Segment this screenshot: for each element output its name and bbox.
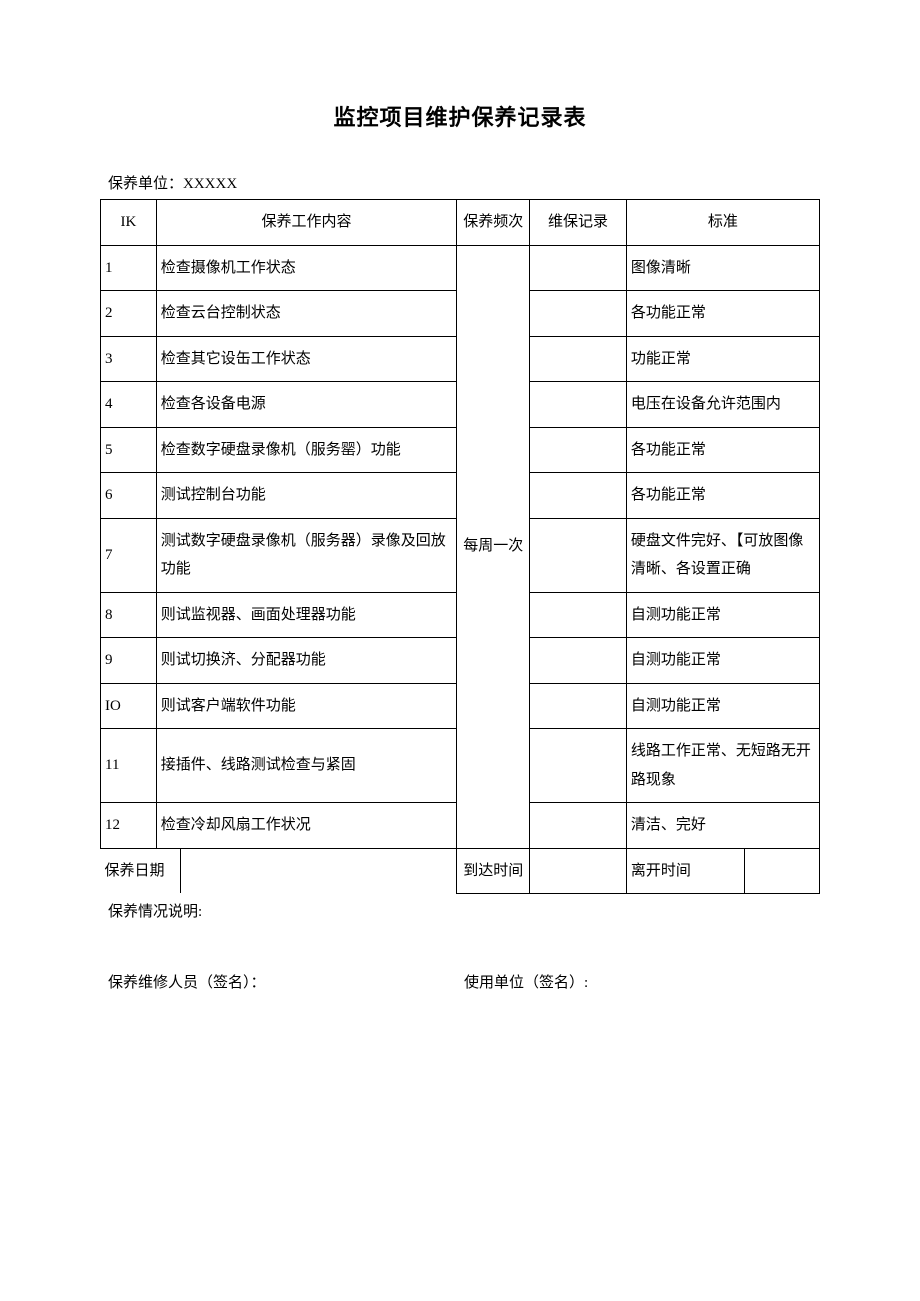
footer-leave-label: 离开时间 bbox=[626, 848, 744, 894]
header-standard: 标准 bbox=[626, 200, 819, 246]
unit-label: 保养单位： bbox=[108, 176, 183, 192]
cell-work: 测试控制台功能 bbox=[156, 473, 456, 519]
cell-standard: 线路工作正常、无短路无开路现象 bbox=[626, 729, 819, 803]
cell-standard: 清洁、完好 bbox=[626, 803, 819, 849]
cell-idx: 3 bbox=[101, 336, 157, 382]
sign-user-unit: 使用单位（签名）: bbox=[464, 971, 820, 992]
cell-idx: 11 bbox=[101, 729, 157, 803]
footer-date-value bbox=[181, 849, 457, 894]
footer-date-label: 保养日期 bbox=[101, 849, 181, 894]
cell-freq-merged: 每周一次 bbox=[457, 245, 530, 848]
cell-record bbox=[530, 638, 627, 684]
cell-work: 测试数字硬盘录像机（服务器）录像及回放功能 bbox=[156, 518, 456, 592]
cell-work: 则试客户端软件功能 bbox=[156, 683, 456, 729]
footer-leave-value bbox=[744, 848, 819, 894]
cell-record bbox=[530, 382, 627, 428]
header-record: 维保记录 bbox=[530, 200, 627, 246]
header-work: 保养工作内容 bbox=[156, 200, 456, 246]
cell-idx: 1 bbox=[101, 245, 157, 291]
cell-standard: 各功能正常 bbox=[626, 473, 819, 519]
cell-idx: 4 bbox=[101, 382, 157, 428]
cell-work: 则试监视器、画面处理器功能 bbox=[156, 592, 456, 638]
maintenance-table: IK 保养工作内容 保养频次 维保记录 标准 1 检查摄像机工作状态 每周一次 … bbox=[100, 199, 820, 894]
cell-work: 则试切换济、分配器功能 bbox=[156, 638, 456, 684]
cell-record bbox=[530, 427, 627, 473]
cell-idx: 5 bbox=[101, 427, 157, 473]
cell-idx: 6 bbox=[101, 473, 157, 519]
footer-arrive-value bbox=[530, 848, 627, 894]
cell-record bbox=[530, 245, 627, 291]
table-row: 1 检查摄像机工作状态 每周一次 图像清晰 bbox=[101, 245, 820, 291]
cell-standard: 自测功能正常 bbox=[626, 683, 819, 729]
cell-work: 接插件、线路测试检查与紧固 bbox=[156, 729, 456, 803]
cell-standard: 自测功能正常 bbox=[626, 638, 819, 684]
header-freq: 保养频次 bbox=[457, 200, 530, 246]
cell-idx: 8 bbox=[101, 592, 157, 638]
cell-idx: 7 bbox=[101, 518, 157, 592]
cell-record bbox=[530, 518, 627, 592]
cell-idx: 2 bbox=[101, 291, 157, 337]
cell-standard: 图像清晰 bbox=[626, 245, 819, 291]
cell-record bbox=[530, 683, 627, 729]
cell-record bbox=[530, 291, 627, 337]
header-row: IK 保养工作内容 保养频次 维保记录 标准 bbox=[101, 200, 820, 246]
cell-record bbox=[530, 592, 627, 638]
unit-value: XXXXX bbox=[183, 176, 237, 192]
cell-standard: 自测功能正常 bbox=[626, 592, 819, 638]
cell-record bbox=[530, 803, 627, 849]
cell-standard: 功能正常 bbox=[626, 336, 819, 382]
cell-standard: 各功能正常 bbox=[626, 427, 819, 473]
cell-work: 检查冷却风扇工作状况 bbox=[156, 803, 456, 849]
cell-idx: IO bbox=[101, 683, 157, 729]
cell-record bbox=[530, 473, 627, 519]
notes-label: 保养情况说明: bbox=[100, 900, 820, 921]
cell-idx: 12 bbox=[101, 803, 157, 849]
sign-maintainer: 保养维修人员（签名）： bbox=[108, 971, 464, 992]
cell-standard: 电压在设备允许范围内 bbox=[626, 382, 819, 428]
cell-work: 检查摄像机工作状态 bbox=[156, 245, 456, 291]
header-idx: IK bbox=[101, 200, 157, 246]
cell-standard: 硬盘文件完好、【可放图像清晰、各设置正确 bbox=[626, 518, 819, 592]
cell-work: 检查数字硬盘录像机（服务罂）功能 bbox=[156, 427, 456, 473]
cell-idx: 9 bbox=[101, 638, 157, 684]
cell-work: 检查各设备电源 bbox=[156, 382, 456, 428]
cell-work: 检查云台控制状态 bbox=[156, 291, 456, 337]
unit-line: 保养单位：XXXXX bbox=[100, 172, 820, 193]
document-title: 监控项目维护保养记录表 bbox=[100, 100, 820, 132]
cell-standard: 各功能正常 bbox=[626, 291, 819, 337]
footer-row: 保养日期 到达时间 离开时间 bbox=[101, 848, 820, 894]
cell-record bbox=[530, 729, 627, 803]
footer-arrive-label: 到达时间 bbox=[457, 848, 530, 894]
cell-work: 检查其它设缶工作状态 bbox=[156, 336, 456, 382]
signature-line: 保养维修人员（签名）： 使用单位（签名）: bbox=[100, 971, 820, 992]
cell-record bbox=[530, 336, 627, 382]
